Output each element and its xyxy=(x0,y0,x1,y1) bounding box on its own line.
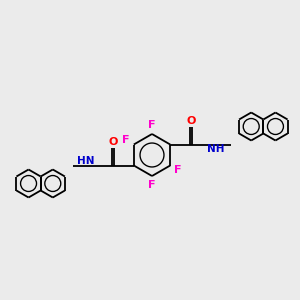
Text: F: F xyxy=(148,180,156,190)
Text: HN: HN xyxy=(77,155,94,166)
Text: F: F xyxy=(122,135,130,145)
Text: O: O xyxy=(108,137,118,147)
Text: F: F xyxy=(174,165,182,175)
Text: O: O xyxy=(187,116,196,126)
Text: NH: NH xyxy=(207,145,225,154)
Text: F: F xyxy=(148,120,156,130)
